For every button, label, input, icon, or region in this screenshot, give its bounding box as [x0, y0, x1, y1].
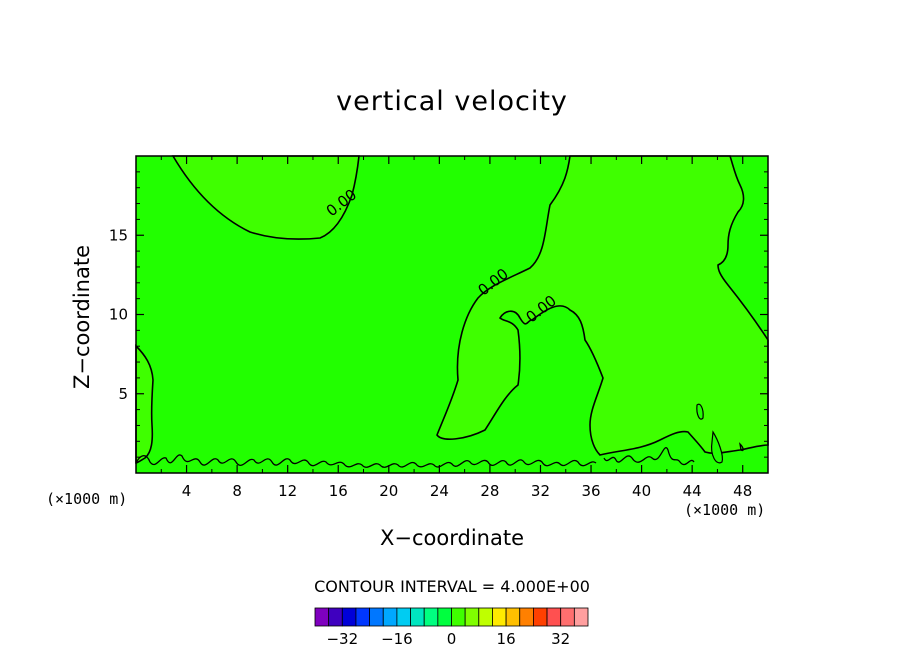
y-tick-label: 15 [109, 226, 128, 244]
colorbar-swatch [328, 607, 343, 627]
x-tick-label: 24 [430, 482, 449, 500]
x-tick-label: 20 [379, 482, 398, 500]
colorbar-tick-label: −32 [326, 630, 358, 648]
x-tick-label: 44 [683, 482, 702, 500]
x-tick-label: 28 [480, 482, 499, 500]
contour-island-1 [696, 403, 704, 420]
colorbar-swatch [464, 607, 480, 627]
x-tick-label: 8 [232, 482, 242, 500]
contour-surface-noise [135, 454, 597, 468]
y-tick-label: 5 [118, 385, 128, 403]
x-axis-label: X−coordinate [380, 526, 524, 550]
x-tick-label: 4 [182, 482, 192, 500]
colorbar-swatch [437, 607, 452, 627]
contour-interval-text: CONTOUR INTERVAL = 4.000E+00 [314, 577, 590, 596]
colorbar-swatch [492, 607, 507, 627]
colorbar-tick-label: −16 [381, 630, 413, 648]
contour-region-3 [135, 344, 154, 464]
colorbar-swatch [423, 607, 439, 627]
y-tick-label: 10 [109, 306, 128, 324]
chart-title: vertical velocity [336, 86, 568, 117]
colorbar-swatch [533, 607, 548, 627]
x-tick-label: 40 [632, 482, 651, 500]
colorbar-swatch [410, 607, 425, 627]
x-tick-label: 48 [733, 482, 752, 500]
x-tick-label: 12 [278, 482, 297, 500]
colorbar-swatch [560, 607, 575, 627]
colorbar-swatch [382, 607, 398, 627]
colorbar-swatch [355, 607, 371, 627]
colorbar: −32 −16 0 16 32 [314, 607, 589, 648]
colorbar-swatch [314, 607, 330, 627]
contour-surface-noise-right [603, 447, 695, 466]
colorbar-swatch [573, 607, 589, 627]
x-tick-label: 36 [581, 482, 600, 500]
x-tick-label: 32 [531, 482, 550, 500]
colorbar-tick-label: 32 [551, 630, 570, 648]
colorbar-swatch [341, 607, 357, 627]
x-unit-label-right: (×1000 m) [684, 501, 766, 519]
x-tick-label: 16 [329, 482, 348, 500]
plot-area: 0.000.000.00 [135, 155, 769, 473]
colorbar-swatch [546, 607, 562, 627]
colorbar-swatch [369, 607, 384, 627]
contour-region-1 [171, 155, 360, 240]
colorbar-tick-label: 0 [447, 630, 457, 648]
colorbar-swatch [396, 607, 411, 627]
colorbar-swatch [519, 607, 534, 627]
x-unit-label-left: (×1000 m) [46, 490, 128, 508]
colorbar-swatch [451, 607, 466, 627]
contour-island-2 [711, 430, 723, 464]
colorbar-swatch [505, 607, 521, 627]
contour-region-2 [436, 155, 769, 456]
contour-small-blob [739, 442, 744, 452]
colorbar-swatch [478, 607, 493, 627]
colorbar-tick-label: 16 [497, 630, 516, 648]
